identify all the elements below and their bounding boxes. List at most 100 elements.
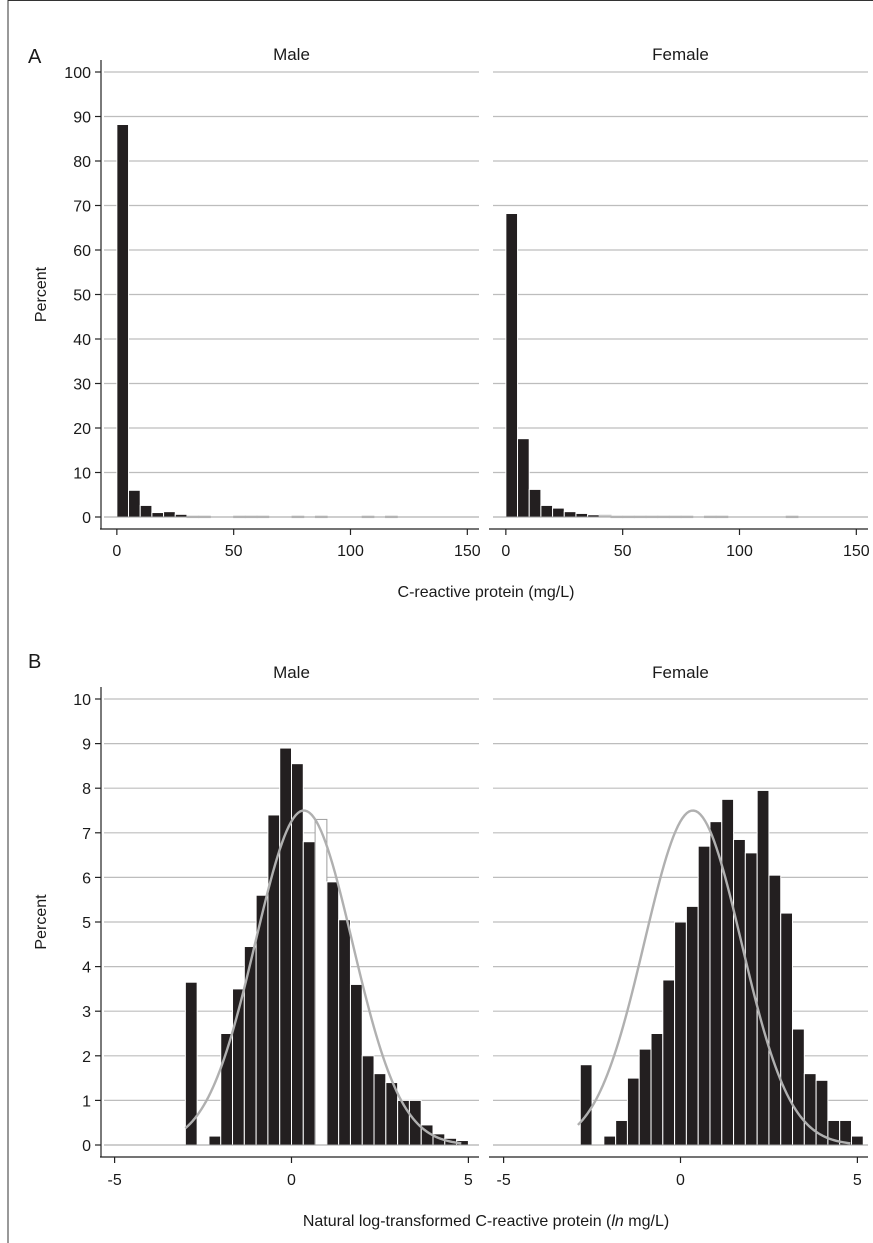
histogram-bar — [552, 507, 565, 518]
histogram-bar — [291, 763, 304, 1146]
y-tick-label: 50 — [73, 288, 91, 305]
facet-label: Female — [652, 663, 709, 682]
y-tick-label: 90 — [73, 110, 91, 127]
x-axis-title-part: Natural log-transformed C-reactive prote… — [303, 1213, 612, 1230]
histogram-bar — [528, 488, 542, 518]
facet-male: Male 0 50 100 150 — [100, 45, 481, 560]
histogram-bar — [733, 838, 746, 1146]
x-tick-label: 0 — [501, 543, 510, 560]
x-tick-label: 0 — [112, 543, 121, 560]
y-tick-label: 100 — [64, 65, 91, 82]
histogram-bar — [184, 981, 198, 1146]
histogram-bar — [674, 921, 687, 1146]
histogram-bar — [338, 919, 351, 1146]
y-tick-label: 6 — [82, 870, 91, 887]
y-tick-label: 5 — [82, 915, 91, 932]
histogram-bar — [116, 124, 130, 518]
histogram-bar — [302, 841, 316, 1146]
y-tick-label: 9 — [82, 737, 91, 754]
y-axis-title: Percent — [33, 894, 50, 950]
x-tick-label: 5 — [464, 1172, 473, 1189]
x-tick-label: 100 — [337, 543, 364, 560]
histogram-bar — [128, 489, 141, 518]
y-tick-label: 0 — [82, 1138, 91, 1155]
x-tick-label: 50 — [614, 543, 632, 560]
chart-panel-b: B 0 1 2 3 4 5 6 7 8 9 10 Percent Male -5 0 5 Female -5 0 5 Na… — [28, 651, 868, 1230]
histogram-bar — [563, 511, 577, 518]
y-axis-title: Percent — [33, 266, 50, 322]
y-tick-label: 7 — [82, 826, 91, 843]
histogram-bar — [709, 821, 723, 1146]
histogram-bar — [579, 1064, 593, 1146]
histogram-bar — [721, 798, 735, 1146]
histogram-bar — [626, 1077, 640, 1146]
histogram-bar — [685, 905, 699, 1146]
histogram-bar — [638, 1048, 652, 1146]
histogram-bar — [850, 1135, 864, 1146]
histogram-bar — [768, 874, 782, 1146]
histogram-bar — [603, 1135, 617, 1146]
y-tick-label: 60 — [73, 243, 91, 260]
histogram-bar — [279, 747, 292, 1146]
histogram-bar — [505, 213, 519, 518]
y-tick-label: 2 — [82, 1049, 91, 1066]
facet-female: Female -5 0 5 — [489, 663, 868, 1189]
y-tick-label: 10 — [73, 692, 91, 709]
chart-panel-a: A 0 10 20 30 40 50 60 70 80 90 100 Percent Male 0 50 100… — [28, 45, 870, 601]
facet-female: Female 0 50 100 150 — [489, 45, 870, 560]
histogram-bar — [349, 983, 363, 1146]
panel-letter: A — [28, 46, 42, 68]
y-tick-label: 3 — [82, 1004, 91, 1021]
x-tick-label: 100 — [726, 543, 753, 560]
x-tick-label: 50 — [225, 543, 243, 560]
facet-label: Male — [273, 663, 310, 682]
histogram-bar — [208, 1135, 222, 1146]
y-tick-label: 80 — [73, 154, 91, 171]
x-tick-label: 0 — [287, 1172, 296, 1189]
histogram-bar — [575, 512, 589, 518]
x-tick-label: 150 — [454, 543, 481, 560]
histogram-bar — [517, 438, 530, 518]
histogram-bar — [373, 1073, 387, 1146]
histogram-bar — [326, 881, 340, 1146]
panel-letter: B — [28, 651, 41, 673]
x-axis-title-italic: ln — [611, 1213, 624, 1230]
histogram-bar — [139, 504, 153, 518]
x-tick-label: 150 — [843, 543, 870, 560]
histogram-bar — [151, 512, 165, 518]
facet-label: Male — [273, 45, 310, 64]
y-tick-label: 1 — [82, 1093, 91, 1110]
histogram-bar — [650, 1033, 664, 1146]
histogram-bar — [792, 1028, 805, 1146]
y-tick-label: 4 — [82, 960, 91, 977]
histogram-bar — [540, 504, 554, 518]
histogram-bar — [780, 912, 794, 1146]
facet-male: Male -5 0 5 — [100, 663, 479, 1189]
x-axis-title-part: mg/L) — [624, 1213, 669, 1230]
normal-curve — [577, 809, 851, 1145]
histogram-bar — [803, 1073, 817, 1146]
y-tick-label: 70 — [73, 199, 91, 216]
histogram-bar — [615, 1119, 628, 1146]
x-axis-title: C-reactive protein (mg/L) — [398, 584, 575, 601]
x-tick-label: 5 — [853, 1172, 862, 1189]
histogram-bar — [397, 1099, 410, 1146]
histogram-bar — [163, 511, 176, 518]
y-tick-label: 10 — [73, 466, 91, 483]
y-tick-label: 40 — [73, 332, 91, 349]
x-tick-label: 0 — [676, 1172, 685, 1189]
y-tick-label: 20 — [73, 421, 91, 438]
x-axis-title: Natural log-transformed C-reactive prote… — [303, 1213, 669, 1230]
x-tick-label: -5 — [107, 1172, 121, 1189]
y-tick-label: 0 — [82, 510, 91, 527]
histogram-bar — [361, 1055, 375, 1146]
histogram-bar — [756, 789, 770, 1146]
histogram-bar — [267, 814, 281, 1146]
histogram-bar — [314, 818, 328, 1146]
normal-curve — [184, 809, 462, 1145]
histogram-bar — [662, 979, 676, 1146]
histogram-bar — [697, 845, 711, 1146]
y-tick-label: 8 — [82, 781, 91, 798]
